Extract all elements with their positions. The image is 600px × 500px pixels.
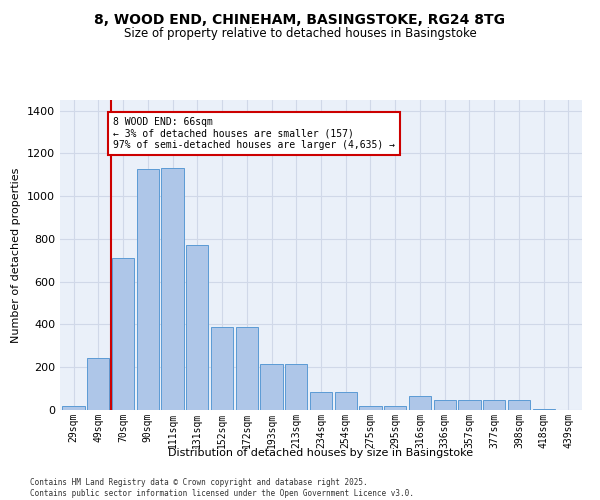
Text: Distribution of detached houses by size in Basingstoke: Distribution of detached houses by size … <box>169 448 473 458</box>
Bar <box>384 406 406 410</box>
Bar <box>186 246 208 410</box>
Bar <box>87 358 109 410</box>
Bar <box>112 258 134 410</box>
Bar <box>359 406 382 410</box>
Bar <box>236 326 258 410</box>
Bar <box>508 400 530 410</box>
Bar <box>409 396 431 410</box>
Text: Size of property relative to detached houses in Basingstoke: Size of property relative to detached ho… <box>124 28 476 40</box>
Text: 8 WOOD END: 66sqm
← 3% of detached houses are smaller (157)
97% of semi-detached: 8 WOOD END: 66sqm ← 3% of detached house… <box>113 117 395 150</box>
Bar <box>483 400 505 410</box>
Text: 8, WOOD END, CHINEHAM, BASINGSTOKE, RG24 8TG: 8, WOOD END, CHINEHAM, BASINGSTOKE, RG24… <box>95 12 505 26</box>
Bar <box>434 400 456 410</box>
Bar <box>458 400 481 410</box>
Bar <box>285 364 307 410</box>
Bar <box>161 168 184 410</box>
Bar <box>211 326 233 410</box>
Bar <box>260 364 283 410</box>
Text: Contains HM Land Registry data © Crown copyright and database right 2025.
Contai: Contains HM Land Registry data © Crown c… <box>30 478 414 498</box>
Bar <box>62 406 85 410</box>
Bar <box>533 409 555 410</box>
Bar <box>335 392 357 410</box>
Y-axis label: Number of detached properties: Number of detached properties <box>11 168 22 342</box>
Bar <box>137 170 159 410</box>
Bar <box>310 392 332 410</box>
